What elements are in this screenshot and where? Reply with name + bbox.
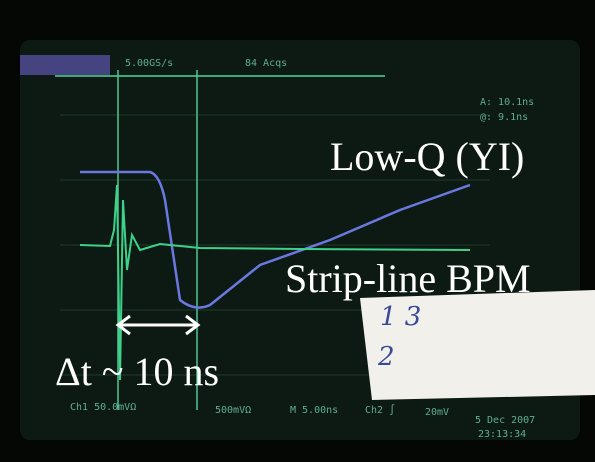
time: 23:13:34: [478, 429, 526, 440]
sample-rate: 5.00GS/s: [125, 58, 173, 69]
green-trace: [79, 184, 471, 381]
trigger-level: 20mV: [425, 407, 449, 418]
paper-note: 1 3: [380, 302, 421, 332]
timebase: M 5.00ns: [290, 405, 338, 416]
blue-trace: [80, 170, 471, 309]
trigger: Ch2 ∫: [365, 404, 395, 416]
date: 5 Dec 2007: [475, 415, 535, 426]
ch2-scale: 500mVΩ: [215, 405, 251, 416]
low-q-label: Low-Q (YI): [330, 134, 524, 179]
ch1-scale: Ch1 50.0mVΩ: [70, 402, 136, 413]
delta-t-arrow: [115, 314, 201, 336]
delta-t-label: Δt ~ 10 ns: [55, 349, 219, 394]
acquisitions: 84 Acqs: [245, 58, 287, 69]
paper: [360, 290, 595, 400]
strip-line-label: Strip-line BPM: [285, 256, 531, 301]
glare: [20, 55, 110, 75]
cursor-b-readout: @: 9.1ns: [480, 112, 528, 123]
paper-note: 2: [377, 342, 395, 372]
cursor-a-readout: A: 10.1ns: [480, 97, 534, 108]
